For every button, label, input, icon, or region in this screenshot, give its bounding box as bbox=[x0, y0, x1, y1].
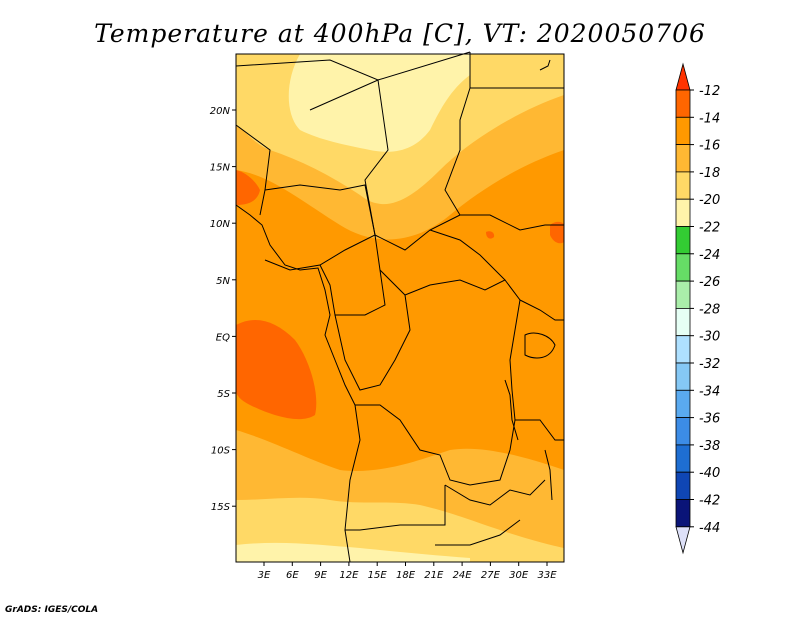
chart-title: Temperature at 400hPa [C], VT: 202005070… bbox=[94, 19, 706, 48]
lon-tick-label: 18E bbox=[396, 570, 416, 581]
colorbar-label: -20 bbox=[699, 193, 720, 208]
colorbar-segment bbox=[675, 444, 691, 473]
lat-tick-label: 5N bbox=[216, 276, 230, 287]
lon-tick-label: 30E bbox=[509, 570, 529, 581]
border-west-coast bbox=[235, 204, 356, 406]
lon-tick-label: 3E bbox=[258, 570, 271, 581]
colorbar-label: -32 bbox=[699, 357, 720, 372]
colorbar-label: -44 bbox=[699, 521, 720, 536]
map-frame bbox=[235, 53, 565, 563]
lat-tick-label: 5S bbox=[217, 389, 230, 400]
lon-tick-label: 24E bbox=[453, 570, 473, 581]
colorbar-segment bbox=[675, 362, 691, 391]
field-band-c22-north bbox=[288, 54, 470, 152]
field-band-c14-west bbox=[236, 320, 317, 420]
lon-tick-label: 15E bbox=[368, 570, 388, 581]
colorbar-segment bbox=[675, 417, 691, 446]
border-angola bbox=[344, 404, 446, 531]
colorbar-bottom-arrow bbox=[675, 526, 691, 555]
border-niger-chad bbox=[309, 79, 471, 251]
colorbar-segment bbox=[675, 389, 691, 418]
lon-tick-label: 9E bbox=[314, 570, 327, 581]
colorbar-segment bbox=[675, 226, 691, 255]
border-sahara-north bbox=[235, 51, 471, 81]
colorbar-label: -22 bbox=[699, 221, 720, 236]
colorbar-segment bbox=[675, 499, 691, 528]
border-drc bbox=[355, 279, 521, 486]
colorbar-label: -40 bbox=[699, 466, 720, 481]
border-lake-tanganyika bbox=[504, 379, 519, 441]
colorbar-segment bbox=[675, 280, 691, 309]
colorbar-label: -36 bbox=[699, 412, 720, 427]
border-zambia bbox=[444, 479, 546, 506]
field-band-c14-northwest bbox=[236, 170, 260, 205]
colorbar-segment bbox=[675, 307, 691, 337]
colorbar-segment bbox=[675, 253, 691, 282]
lon-tick-label: 21E bbox=[424, 570, 444, 581]
border-namibia bbox=[344, 529, 351, 563]
colorbar-label: -34 bbox=[699, 384, 720, 399]
colorbar-label: -16 bbox=[699, 139, 720, 154]
lat-axis: 20N 15N 10N 5N EQ 5S 10S 15S bbox=[210, 106, 236, 513]
colorbar-segment bbox=[675, 171, 691, 200]
lat-tick-label: 15N bbox=[210, 163, 231, 174]
colorbar-label: -42 bbox=[699, 494, 720, 509]
lat-tick-label: 10S bbox=[211, 446, 231, 457]
colorbar-label: -24 bbox=[699, 248, 720, 263]
colorbar-top-arrow bbox=[675, 62, 691, 91]
temperature-field bbox=[236, 54, 564, 562]
colorbar-segment bbox=[675, 471, 691, 500]
colorbar-label: -12 bbox=[699, 84, 720, 99]
lat-tick-label: EQ bbox=[216, 332, 230, 343]
border-congo bbox=[334, 294, 411, 391]
lon-tick-label: 33E bbox=[537, 570, 557, 581]
border-lake-victoria bbox=[524, 332, 556, 359]
lat-tick-label: 20N bbox=[210, 106, 231, 117]
colorbar-segment bbox=[675, 198, 691, 227]
lon-axis: 3E 6E 9E 12E 15E 18E 21E 24E 27E 30E 33E bbox=[258, 562, 557, 581]
colorbar-label: -30 bbox=[699, 330, 720, 345]
colorbar: -12 -14 -16 -18 -20 -22 -24 -26 -28 -30 -32 -34 -36 -… bbox=[675, 62, 720, 555]
lon-tick-label: 6E bbox=[286, 570, 299, 581]
colorbar-label: -26 bbox=[699, 275, 720, 290]
border-sudan-south bbox=[460, 214, 564, 231]
border-lake-malawi bbox=[544, 449, 553, 501]
credit-label: GrADS: IGES/COLA bbox=[5, 605, 98, 615]
field-band-c14-spot bbox=[486, 231, 495, 239]
colorbar-segment bbox=[675, 335, 691, 364]
lat-tick-label: 10N bbox=[210, 219, 231, 230]
lon-tick-label: 27E bbox=[481, 570, 501, 581]
country-borders bbox=[235, 51, 564, 563]
colorbar-label: -18 bbox=[699, 166, 720, 181]
border-east-africa bbox=[519, 299, 564, 321]
border-car bbox=[379, 229, 506, 296]
border-west-africa bbox=[235, 124, 271, 216]
colorbar-label: -14 bbox=[699, 111, 720, 126]
border-tanzania bbox=[515, 419, 564, 441]
colorbar-segment bbox=[675, 144, 691, 173]
map-panel: 3E 6E 9E 12E 15E 18E 21E 24E 27E 30E 33E 20N 15N 10N… bbox=[210, 51, 565, 581]
lat-tick-label: 15S bbox=[211, 502, 231, 513]
border-botswana bbox=[435, 519, 521, 546]
lon-tick-label: 12E bbox=[339, 570, 359, 581]
colorbar-label: -38 bbox=[699, 439, 720, 454]
border-coast-east bbox=[539, 59, 551, 71]
field-band-c14-east bbox=[550, 221, 564, 244]
colorbar-label: -28 bbox=[699, 302, 720, 317]
colorbar-segment bbox=[675, 89, 691, 118]
field-band-c22-south bbox=[236, 542, 470, 562]
colorbar-segment bbox=[675, 116, 691, 146]
